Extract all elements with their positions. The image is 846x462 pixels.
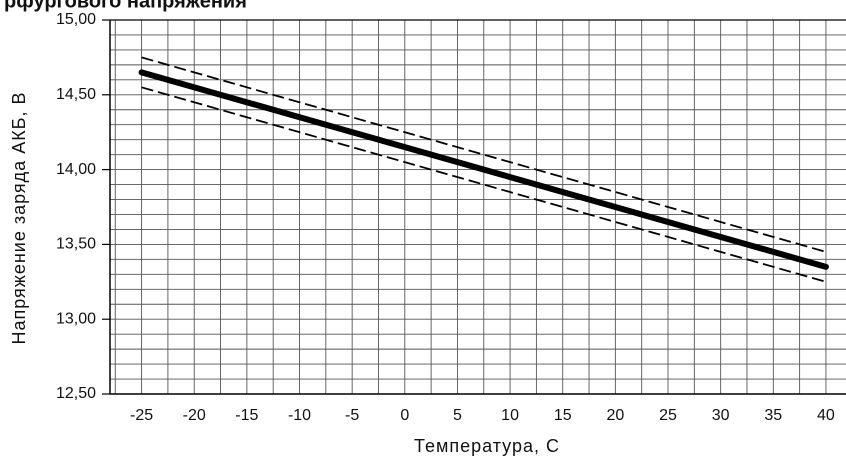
x-tick-label: -5	[345, 407, 359, 424]
x-tick-label: -25	[130, 407, 153, 424]
series-group	[138, 56, 829, 283]
y-tick-label: 15,00	[56, 11, 96, 28]
y-tick-label: 12,50	[56, 385, 96, 402]
x-tick-label: -10	[288, 407, 311, 424]
y-tick-labels: 12,50 13,00 13,50 14,00 14,50 15,00	[56, 11, 96, 402]
x-tick-label: 40	[817, 407, 835, 424]
y-tick-label: 14,50	[56, 86, 96, 103]
x-tick-label: 35	[764, 407, 782, 424]
y-axis-label: Напряжение заряда АКБ, В	[9, 91, 29, 344]
y-tick-label: 13,50	[56, 236, 96, 253]
x-axis-label: Температура, С	[414, 436, 560, 456]
x-tick-label: 20	[606, 407, 624, 424]
y-tick-label: 13,00	[56, 310, 96, 327]
grid	[102, 19, 846, 395]
y-tick-label: 14,00	[56, 161, 96, 178]
x-tick-label: 15	[554, 407, 572, 424]
title-fragment: рфургового напряжения	[4, 0, 247, 12]
x-tick-label: 10	[501, 407, 519, 424]
x-tick-label: -20	[183, 407, 206, 424]
x-tick-label: 0	[400, 407, 409, 424]
x-tick-label: 5	[453, 407, 462, 424]
main-voltage-line	[138, 69, 829, 270]
x-tick-label: 25	[659, 407, 677, 424]
x-tick-label: -15	[235, 407, 258, 424]
x-tick-label: 30	[712, 407, 730, 424]
x-tick-labels: -25 -20 -15 -10 -5 0 5 10 15 20 25 30 35 40	[130, 407, 835, 424]
